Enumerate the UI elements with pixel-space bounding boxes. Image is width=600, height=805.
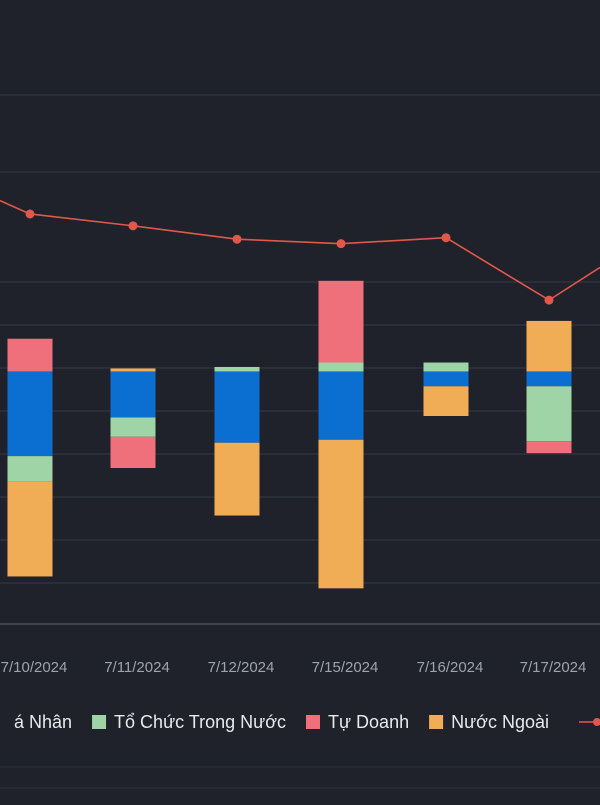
legend-dot-swatch: [592, 718, 600, 726]
legend-swatch: [429, 715, 444, 729]
grid-lines: [0, 94, 600, 789]
legend-swatch: [92, 715, 107, 729]
bar-segment[interactable]: [318, 371, 364, 440]
line-path: [0, 199, 600, 302]
bar-segment[interactable]: [423, 371, 469, 387]
bar-segment[interactable]: [110, 417, 156, 437]
line-point[interactable]: [25, 209, 35, 219]
legend-item[interactable]: Nước Ngoài: [429, 712, 549, 732]
bar-segment[interactable]: [318, 439, 364, 589]
legend-item[interactable]: Tổ Chức Trong Nước: [92, 712, 286, 732]
bar-segment[interactable]: [110, 368, 156, 372]
bar-segment[interactable]: [318, 280, 364, 363]
bar-segment[interactable]: [526, 371, 572, 387]
legend-label: á Nhân: [14, 712, 72, 732]
bar-segment[interactable]: [214, 442, 260, 516]
bar-segment[interactable]: [110, 436, 156, 468]
legend: á Nhân Tổ Chức Trong Nước Tự Doanh Nước Ngo…: [14, 712, 600, 732]
bar-series: [7, 280, 572, 589]
legend-label: Nước Ngoài: [451, 712, 549, 732]
bar-segment[interactable]: [214, 371, 260, 443]
line-point[interactable]: [544, 295, 554, 305]
bar-segment[interactable]: [526, 386, 572, 442]
line-series: [0, 199, 600, 305]
x-tick-label: 7/16/2024: [417, 659, 484, 676]
line-point[interactable]: [336, 239, 346, 249]
bar-segment[interactable]: [526, 441, 572, 454]
x-tick-label: 7/10/2024: [1, 659, 68, 676]
legend-item[interactable]: Tự Doanh: [306, 712, 409, 732]
bar-segment[interactable]: [423, 362, 469, 372]
bar-segment[interactable]: [423, 386, 469, 416]
bar-segment[interactable]: [7, 371, 53, 457]
legend-label: Tổ Chức Trong Nước: [114, 712, 286, 732]
legend-item[interactable]: C: [578, 712, 600, 732]
line-point[interactable]: [232, 234, 242, 244]
legend-label: Tự Doanh: [328, 712, 409, 732]
line-point[interactable]: [128, 221, 138, 231]
x-tick-label: 7/11/2024: [104, 659, 170, 676]
legend-swatch: [306, 715, 320, 729]
legend-item[interactable]: á Nhân: [14, 712, 72, 732]
bar-segment[interactable]: [318, 362, 364, 372]
bar-segment[interactable]: [526, 320, 572, 372]
bar-segment[interactable]: [7, 338, 53, 372]
bar-segment[interactable]: [214, 366, 260, 372]
bar-segment[interactable]: [110, 371, 156, 418]
line-point[interactable]: [441, 233, 451, 243]
x-tick-label: 7/15/2024: [312, 659, 379, 676]
x-tick-label: 7/12/2024: [208, 659, 275, 676]
x-tick-label: 7/17/2024: [520, 659, 587, 676]
bar-segment[interactable]: [7, 456, 53, 482]
x-axis: 7/10/2024 7/11/2024 7/12/2024 7/15/2024 7/16…: [1, 659, 587, 676]
bar-segment[interactable]: [7, 481, 53, 577]
